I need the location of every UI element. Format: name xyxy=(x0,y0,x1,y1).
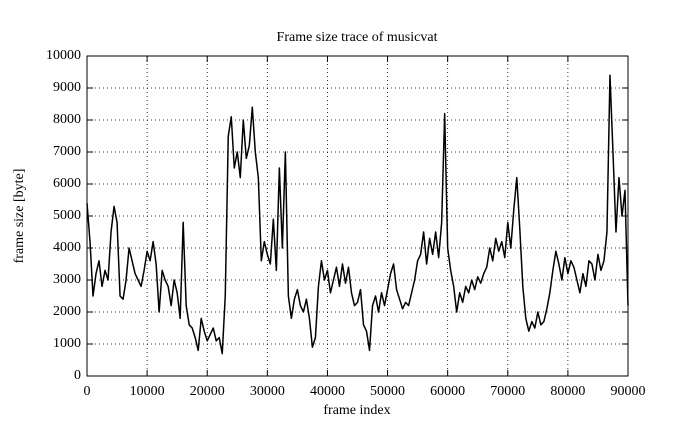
data-line xyxy=(86,74,629,355)
x-tick-label: 20000 xyxy=(190,384,225,399)
x-tick-label: 50000 xyxy=(370,384,405,399)
x-tick-label: 80000 xyxy=(550,384,585,399)
y-tick-label: 1000 xyxy=(53,336,81,351)
plot-frame xyxy=(86,55,629,377)
y-tick-label: 2000 xyxy=(53,304,81,319)
x-tick-label: 40000 xyxy=(310,384,345,399)
y-tick-label: 7000 xyxy=(53,144,81,159)
x-tick-label: 10000 xyxy=(130,384,165,399)
x-tick-label: 70000 xyxy=(490,384,525,399)
x-tick-label: 90000 xyxy=(611,384,646,399)
x-tick-label: 60000 xyxy=(430,384,465,399)
y-tick-label: 6000 xyxy=(53,176,81,191)
x-tick-label: 0 xyxy=(84,384,91,399)
y-tick-label: 4000 xyxy=(53,240,81,255)
y-tick-label: 3000 xyxy=(53,272,81,287)
y-tick-label: 5000 xyxy=(53,208,81,223)
y-tick-label: 10000 xyxy=(46,48,81,63)
x-axis-label: frame index xyxy=(323,403,390,418)
x-tick-label: 30000 xyxy=(250,384,285,399)
y-tick-label: 8000 xyxy=(53,112,81,127)
y-axis-label: frame size [byte] xyxy=(12,169,27,264)
y-tick-label: 0 xyxy=(74,368,81,383)
y-tick-label: 9000 xyxy=(53,80,81,95)
chart-title: Frame size trace of musicvat xyxy=(277,30,438,45)
